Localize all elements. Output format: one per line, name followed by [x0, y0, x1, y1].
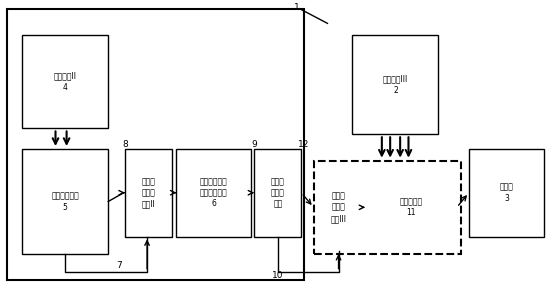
- Text: 接头: 接头: [273, 199, 282, 208]
- Text: 波导同: 波导同: [271, 177, 285, 186]
- Bar: [176, 149, 251, 237]
- Bar: [352, 35, 438, 134]
- Bar: [7, 9, 304, 280]
- Bar: [125, 149, 172, 237]
- Text: 6: 6: [211, 199, 216, 208]
- Text: 示波器: 示波器: [500, 183, 513, 192]
- Text: 毫米波手动调: 毫米波手动调: [200, 177, 228, 186]
- Text: 8: 8: [122, 140, 128, 149]
- Text: 直流电源III: 直流电源III: [383, 75, 408, 84]
- Bar: [314, 161, 461, 254]
- Text: 导转换: 导转换: [332, 203, 346, 212]
- Text: 轴转换: 轴转换: [271, 188, 285, 197]
- Text: 待测辐射计: 待测辐射计: [400, 197, 422, 206]
- Text: 直流电源II: 直流电源II: [54, 72, 77, 81]
- Text: 接头II: 接头II: [142, 199, 155, 208]
- Text: 10: 10: [272, 272, 283, 280]
- Text: 同轴波: 同轴波: [142, 177, 155, 186]
- Text: 接头III: 接头III: [331, 214, 347, 223]
- Text: 导转换: 导转换: [142, 188, 155, 197]
- Text: 1: 1: [294, 3, 300, 12]
- Bar: [469, 149, 544, 237]
- Bar: [254, 149, 301, 237]
- Text: 5: 5: [63, 203, 68, 211]
- Text: 11: 11: [406, 208, 416, 217]
- Text: 同轴波: 同轴波: [332, 192, 346, 201]
- Text: 4: 4: [63, 83, 68, 92]
- Bar: [22, 35, 108, 128]
- Bar: [22, 149, 108, 254]
- Text: 毫米波噪声头: 毫米波噪声头: [51, 192, 79, 200]
- Text: 2: 2: [393, 86, 398, 95]
- Text: 节精密衰减器: 节精密衰减器: [200, 188, 228, 197]
- Text: 7: 7: [117, 261, 122, 270]
- Text: 12: 12: [299, 140, 310, 149]
- Text: 3: 3: [504, 194, 509, 203]
- Text: 9: 9: [251, 140, 257, 149]
